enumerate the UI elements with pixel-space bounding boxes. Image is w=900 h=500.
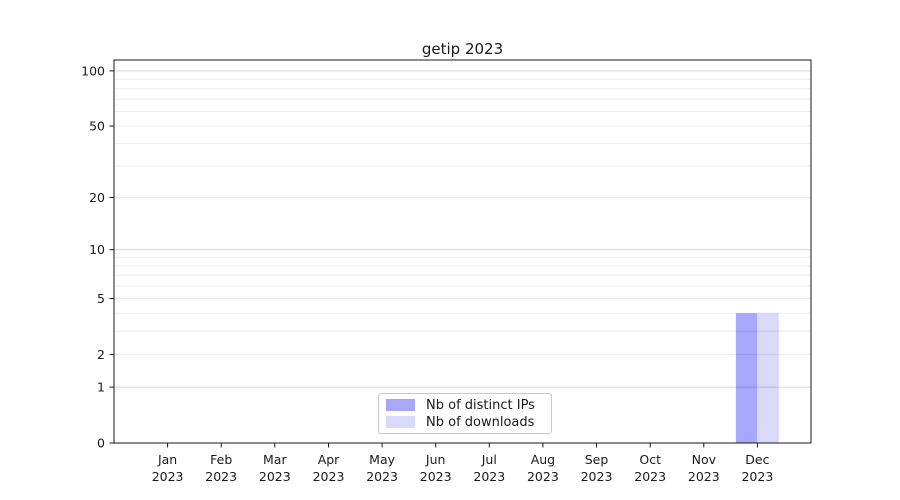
bar-nb-of-distinct-ips-dec: [735, 313, 758, 443]
legend-label-distinct-ips: Nb of distinct IPs: [426, 397, 535, 413]
xtick-label-month-jul: Jul: [481, 452, 497, 467]
bars: [735, 313, 779, 443]
xtick-label-month-nov: Nov: [692, 452, 717, 467]
xtick-label-year-mar: 2023: [259, 469, 291, 484]
xtick-label-month-may: May: [369, 452, 395, 467]
legend: Nb of distinct IPs Nb of downloads: [378, 393, 552, 434]
xtick-label-year-feb: 2023: [205, 469, 237, 484]
axes: 0 1 2 5 10 20 50 100 Jan 2023 Feb 2023 Mar 2023 Apr 202…: [81, 59, 812, 484]
xtick-label-year-jun: 2023: [420, 469, 452, 484]
xtick-label-month-sep: Sep: [585, 452, 609, 467]
xtick-label-year-apr: 2023: [313, 469, 345, 484]
ytick-label-5: 5: [97, 291, 105, 306]
ytick-label-10: 10: [89, 242, 105, 257]
gridlines: [114, 70, 811, 388]
xtick-label-month-feb: Feb: [210, 452, 232, 467]
xtick-label-year-jul: 2023: [473, 469, 505, 484]
xtick-label-year-sep: 2023: [581, 469, 613, 484]
bar-nb-of-downloads-dec: [757, 313, 779, 443]
ytick-label-0: 0: [97, 436, 105, 451]
xtick-label-month-oct: Oct: [639, 452, 661, 467]
legend-swatch-distinct-ips: [386, 399, 415, 411]
xtick-label-month-aug: Aug: [531, 452, 555, 467]
xtick-label-month-apr: Apr: [318, 452, 340, 467]
xtick-label-year-may: 2023: [366, 469, 398, 484]
legend-label-downloads: Nb of downloads: [426, 414, 535, 430]
xtick-label-year-jan: 2023: [152, 469, 184, 484]
xtick-label-year-dec: 2023: [741, 469, 773, 484]
legend-item-distinct-ips: Nb of distinct IPs: [386, 399, 551, 412]
legend-item-downloads: Nb of downloads: [386, 416, 551, 429]
ytick-label-2: 2: [97, 347, 105, 362]
xtick-label-month-jan: Jan: [157, 452, 177, 467]
legend-swatch-downloads: [386, 416, 415, 428]
xtick-label-year-aug: 2023: [527, 469, 559, 484]
xtick-label-month-jun: Jun: [425, 452, 446, 467]
ytick-label-50: 50: [89, 119, 105, 134]
ytick-label-1: 1: [97, 380, 105, 395]
plot-border: [113, 59, 812, 444]
xtick-label-month-mar: Mar: [263, 452, 287, 467]
xtick-label-year-nov: 2023: [688, 469, 720, 484]
chart-title: getip 2023: [421, 40, 504, 58]
xtick-label-year-oct: 2023: [634, 469, 666, 484]
ytick-label-100: 100: [81, 63, 105, 78]
ytick-label-20: 20: [89, 190, 105, 205]
xtick-label-month-dec: Dec: [745, 452, 769, 467]
